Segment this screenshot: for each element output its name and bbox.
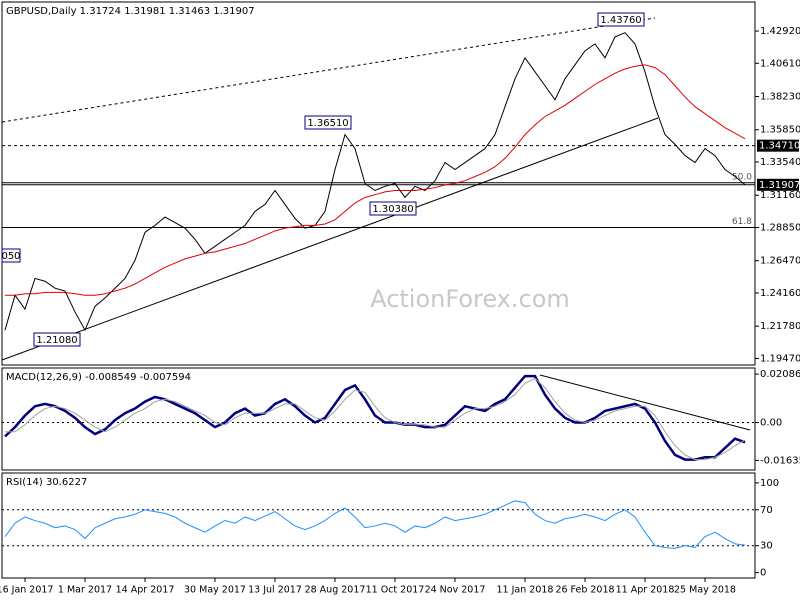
level-label: 61.8 xyxy=(732,217,752,227)
y-tick-label: 70 xyxy=(760,505,773,516)
macd-panel xyxy=(1,367,756,471)
y-tick-label: 1.40610 xyxy=(760,58,800,69)
y-tick-label: -0.016357 xyxy=(760,455,800,466)
rsi-title: RSI(14) 30.6227 xyxy=(6,477,87,488)
x-tick-label: 1 Mar 2017 xyxy=(58,585,112,596)
y-tick-label: 1.35850 xyxy=(760,125,800,136)
annotation-box xyxy=(33,332,81,347)
y-tick-label: 0.00 xyxy=(760,417,782,428)
series-line xyxy=(5,377,746,461)
y-tick-label: 1.21780 xyxy=(760,321,800,332)
rsi-panel xyxy=(1,472,756,579)
x-tick-label: 24 Nov 2017 xyxy=(425,585,486,596)
macd-title: MACD(12,26,9) -0.008549 -0.007594 xyxy=(6,372,191,383)
y-tick-label: 1.24160 xyxy=(760,288,800,299)
level-label: 1.34710 xyxy=(759,141,800,152)
level-label: 50.0 xyxy=(732,172,752,182)
x-tick-label: 14 Apr 2017 xyxy=(116,585,175,596)
channel-line xyxy=(1,17,656,123)
y-tick-label: 1.26470 xyxy=(760,256,800,267)
y-tick-label: 1.38230 xyxy=(760,92,800,103)
x-tick-label: 26 Feb 2018 xyxy=(555,585,614,596)
annotation: 1.36510 xyxy=(307,118,348,129)
x-tick-label: 25 May 2018 xyxy=(674,585,736,596)
y-tick-label: 1.28850 xyxy=(760,222,800,233)
y-tick-label: 1.42920 xyxy=(760,26,800,37)
annotation: 1.30380 xyxy=(372,204,413,215)
x-tick-label: 28 Aug 2017 xyxy=(305,585,366,596)
y-tick-label: 30 xyxy=(760,541,773,552)
macd-trend-line xyxy=(539,374,751,431)
trend-line xyxy=(1,117,659,361)
x-tick-label: 13 Jul 2017 xyxy=(248,585,302,596)
annotation-box xyxy=(304,115,352,130)
annotation-box xyxy=(1,248,21,263)
price-panel xyxy=(1,1,756,366)
annotation: 050 xyxy=(1,251,20,262)
annotation: 1.43760 xyxy=(600,15,641,26)
y-tick-label: 1.33540 xyxy=(760,157,800,168)
series-line xyxy=(4,32,746,332)
series-line xyxy=(4,500,746,549)
annotation: 1.21080 xyxy=(36,335,77,346)
x-tick-label: 30 May 2017 xyxy=(184,585,246,596)
annotation-box xyxy=(597,12,645,27)
x-tick-label: 16 Jan 2017 xyxy=(0,585,53,596)
series-line xyxy=(5,64,746,296)
annotation-box xyxy=(369,201,417,216)
chart-title: GBPUSD,Daily 1.31724 1.31981 1.31463 1.3… xyxy=(6,6,255,17)
level-box xyxy=(757,139,799,152)
level-box xyxy=(757,178,799,191)
x-tick-label: 11 Oct 2017 xyxy=(366,585,425,596)
x-tick-label: 11 Jan 2018 xyxy=(497,585,554,596)
y-tick-label: 1.31160 xyxy=(760,190,800,201)
y-tick-label: 1.19470 xyxy=(760,353,800,364)
y-tick-label: 100 xyxy=(760,478,779,489)
y-tick-label: 0 xyxy=(760,568,766,579)
series-line xyxy=(4,374,746,461)
x-tick-label: 11 Apr 2018 xyxy=(616,585,675,596)
level-label: 1.31907 xyxy=(759,180,800,191)
watermark: ActionForex.com xyxy=(370,285,570,313)
y-tick-label: 0.020861 xyxy=(760,369,800,380)
